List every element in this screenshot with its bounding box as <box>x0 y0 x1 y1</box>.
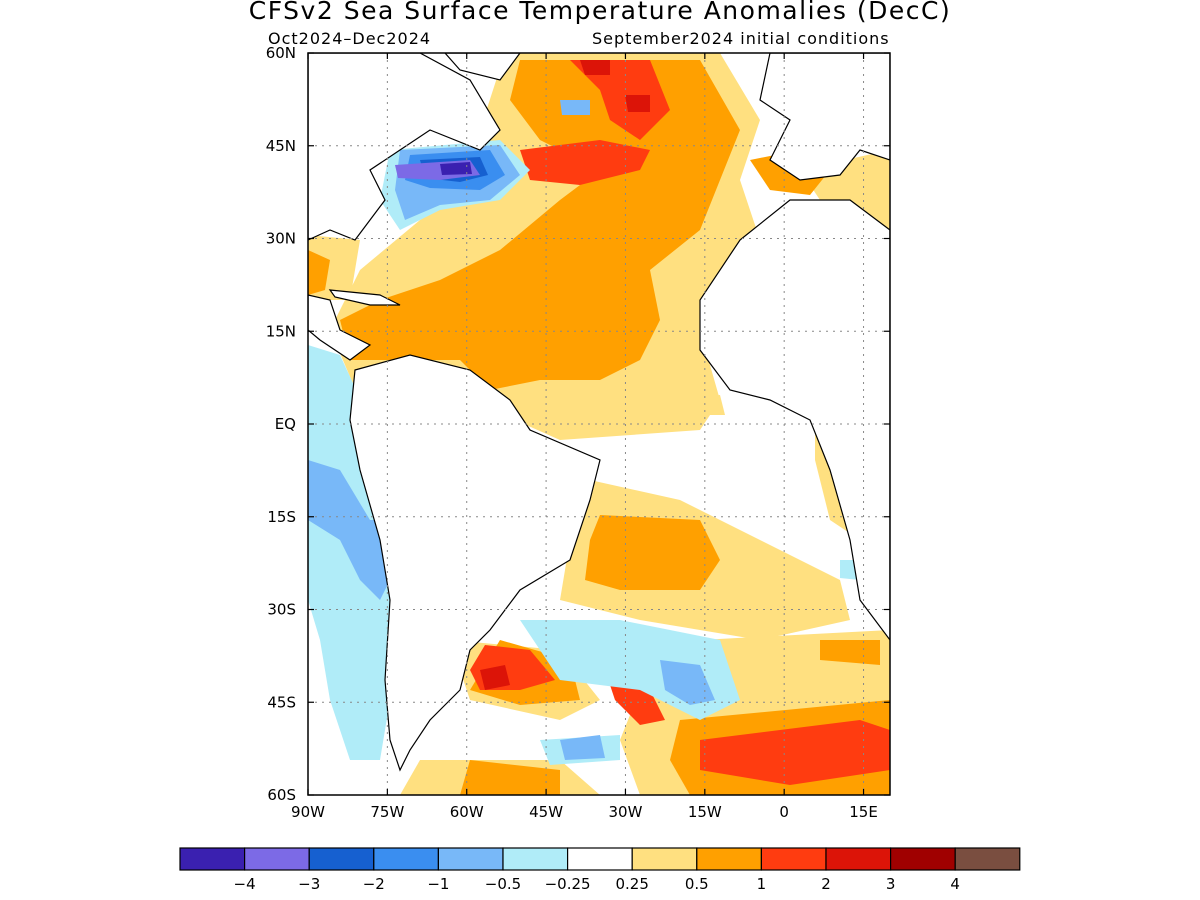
cuba-island <box>328 289 401 306</box>
positive-anomaly-region <box>585 515 720 590</box>
colorbar-label: −3 <box>298 875 320 893</box>
colorbar-label: −4 <box>234 875 256 893</box>
colorbar-swatch <box>308 847 375 871</box>
lon-tick-label: 45W <box>529 803 563 821</box>
negative-anomaly-region <box>440 162 472 175</box>
anomaly-shading <box>308 53 890 795</box>
colorbar-label: 0.5 <box>685 875 709 893</box>
colorbar <box>179 847 1021 871</box>
colorbar-label: 4 <box>950 875 960 893</box>
lat-tick-label: 30N <box>266 230 296 248</box>
north-america-landmass <box>308 53 501 241</box>
lat-tick-label: 15N <box>266 322 296 340</box>
colorbar-swatch <box>954 847 1021 871</box>
lat-lon-grid <box>308 53 890 795</box>
strong-positive-anomaly-region <box>570 60 670 140</box>
positive-anomaly-region <box>820 640 880 665</box>
positive-anomaly-region <box>660 395 725 415</box>
south-america-landmass <box>349 354 601 772</box>
lat-tick-label: 30S <box>267 601 296 619</box>
colorbar-swatch <box>696 847 762 871</box>
europe-landmass <box>759 53 890 181</box>
lon-tick-label: 90W <box>291 803 325 821</box>
colorbar-label: −2 <box>363 875 385 893</box>
lon-tick-label: 60W <box>450 803 484 821</box>
colorbar-swatch <box>502 847 569 871</box>
lat-tick-label: 45N <box>266 137 296 155</box>
lon-tick-label: 15E <box>849 803 878 821</box>
greenland-landmass <box>444 53 521 81</box>
positive-anomaly-region <box>460 760 560 795</box>
land-masses <box>308 53 890 772</box>
colorbar-labels: −4 −3 −2 −1 −0.5 −0.25 0.25 0.5 1 2 3 4 <box>234 875 960 893</box>
colorbar-label: 0.25 <box>615 875 648 893</box>
colorbar-label: −1 <box>427 875 449 893</box>
colorbar-swatch <box>825 847 892 871</box>
strong-positive-anomaly-region <box>700 720 890 785</box>
negative-anomaly-region <box>560 100 590 115</box>
lon-tick-label: 75W <box>370 803 404 821</box>
colorbar-swatch <box>437 847 504 871</box>
lon-tick-label: 0 <box>779 803 789 821</box>
strong-positive-anomaly-region <box>480 665 510 690</box>
colorbar-swatch <box>889 847 956 871</box>
negative-anomaly-region <box>308 460 400 600</box>
longitude-axis: 90W 75W 60W 45W 30W 15W 0 15E <box>291 53 878 821</box>
positive-anomaly-region <box>340 60 740 390</box>
lat-tick-label: 45S <box>267 693 296 711</box>
colorbar-label: 3 <box>886 875 896 893</box>
colorbar-swatch <box>631 847 698 871</box>
lon-tick-label: 30W <box>608 803 642 821</box>
africa-landmass <box>699 199 890 641</box>
latitude-axis: 60N 45N 30N 15N EQ 15S 30S 45S 60S <box>266 44 890 804</box>
colorbar-label: 1 <box>757 875 767 893</box>
forecast-period: Oct2024–Dec2024 <box>268 29 432 48</box>
strong-positive-anomaly-region <box>580 60 610 75</box>
colorbar-swatch <box>244 847 310 871</box>
colorbar-label: −0.25 <box>545 875 591 893</box>
initial-conditions: September2024 initial conditions <box>592 29 890 48</box>
lat-tick-label: EQ <box>275 415 296 433</box>
chart-title: CFSv2 Sea Surface Temperature Anomalies … <box>248 0 952 25</box>
lat-tick-label: 60N <box>266 44 296 62</box>
colorbar-swatch <box>373 847 439 871</box>
negative-anomaly-region <box>660 660 715 705</box>
colorbar-swatch <box>566 847 633 871</box>
colorbar-swatch <box>179 847 246 871</box>
lat-tick-label: 15S <box>267 508 296 526</box>
strong-positive-anomaly-region <box>520 140 650 185</box>
negative-anomaly-region <box>560 735 605 760</box>
lon-tick-label: 15W <box>688 803 722 821</box>
lat-tick-label: 60S <box>267 786 296 804</box>
strong-positive-anomaly-region <box>625 95 650 112</box>
colorbar-label: 2 <box>821 875 831 893</box>
positive-anomaly-region <box>308 250 330 295</box>
colorbar-swatch <box>760 847 827 871</box>
colorbar-label: −0.5 <box>485 875 521 893</box>
